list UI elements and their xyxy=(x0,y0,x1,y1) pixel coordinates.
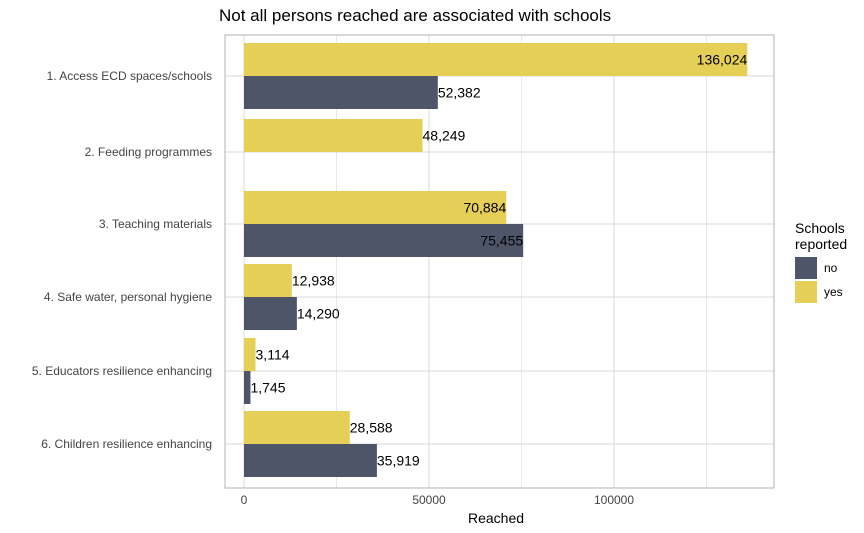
y-tick-label: 1. Access ECD spaces/schools xyxy=(46,69,212,83)
bar-no xyxy=(244,297,297,330)
x-tick-label: 100000 xyxy=(593,493,635,507)
bar-no xyxy=(244,224,524,257)
bar-yes xyxy=(244,191,507,224)
bar-yes xyxy=(244,338,256,371)
data-label-no: 75,455 xyxy=(480,233,523,249)
data-label-yes: 12,938 xyxy=(292,273,335,289)
legend-key-no xyxy=(795,257,817,279)
legend-label-yes: yes xyxy=(824,285,843,299)
data-label-yes: 3,114 xyxy=(256,347,290,363)
data-label-no: 1,745 xyxy=(250,380,285,396)
y-tick-label: 2. Feeding programmes xyxy=(84,145,212,159)
bar-no xyxy=(244,371,251,404)
legend-label-no: no xyxy=(824,261,838,275)
y-tick-label: 6. Children resilience enhancing xyxy=(41,437,212,451)
chart-title: Not all persons reached are associated w… xyxy=(219,6,612,25)
data-label-yes: 136,024 xyxy=(697,52,748,68)
y-tick-label: 4. Safe water, personal hygiene xyxy=(43,290,212,304)
bar-yes xyxy=(244,43,748,76)
bar-yes xyxy=(244,119,423,152)
y-tick-label: 3. Teaching materials xyxy=(98,217,212,231)
bars xyxy=(244,43,748,477)
data-label-no: 35,919 xyxy=(377,453,420,469)
y-tick-label: 5. Educators resilience enhancing xyxy=(31,364,212,378)
data-label-yes: 48,249 xyxy=(423,128,466,144)
data-label-yes: 28,588 xyxy=(350,420,393,436)
x-tick-label: 50000 xyxy=(412,493,446,507)
bar-yes xyxy=(244,411,350,444)
bar-no xyxy=(244,76,438,109)
data-labels: 136,024 52,382 48,249 70,884 75,455 12,938 14,… xyxy=(250,52,747,469)
bar-no xyxy=(244,444,377,477)
bar-yes xyxy=(244,264,292,297)
data-label-no: 52,382 xyxy=(438,85,481,101)
legend-key-yes xyxy=(795,281,817,303)
data-label-no: 14,290 xyxy=(297,306,340,322)
x-tick-label: 0 xyxy=(240,493,248,507)
data-label-yes: 70,884 xyxy=(463,200,506,216)
legend-title: Schools reported xyxy=(795,220,848,252)
x-axis-label: Reached xyxy=(467,510,525,526)
plot-panel-border xyxy=(224,34,775,489)
